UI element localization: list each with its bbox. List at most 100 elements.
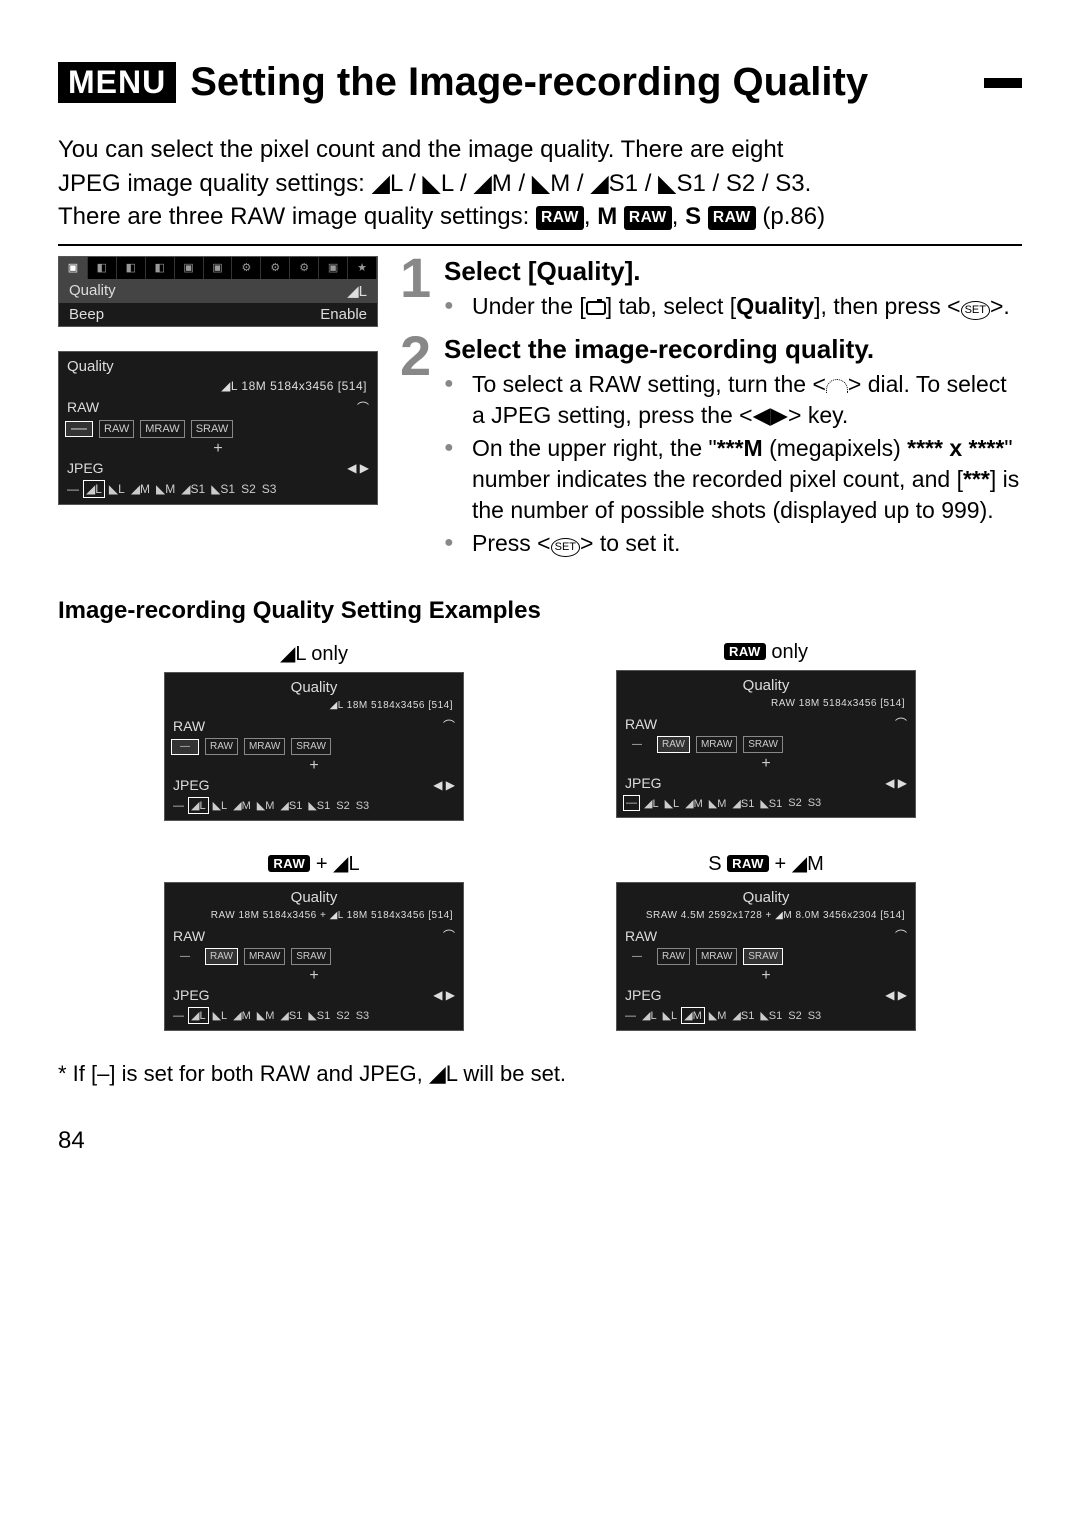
raw-option: MRAW: [140, 420, 184, 438]
raw-badge: RAW: [536, 206, 584, 230]
jpeg-option: ◢S1: [179, 481, 207, 497]
jpeg-option: S2: [334, 1009, 351, 1023]
qp-raw-label: RAW⌒: [623, 925, 909, 946]
jpeg-option: —: [623, 1009, 638, 1023]
jpeg-option: ◣L: [663, 796, 682, 811]
jpeg-option: ◢M: [681, 1007, 705, 1024]
menu-tab: ⚙: [290, 257, 319, 279]
qp-jpeg-label: JPEG◀ ▶: [65, 458, 371, 478]
qp-jpeg-label: JPEG◀ ▶: [623, 985, 909, 1005]
dial-arc-icon: ⌒: [895, 715, 907, 732]
jpeg-option: S2: [786, 1009, 803, 1023]
qp-title: Quality: [623, 887, 909, 910]
left-right-arrows-icon: ◀ ▶: [347, 461, 369, 475]
jpeg-option: ◣S1: [306, 798, 332, 813]
menu-tab: ★: [348, 257, 377, 279]
raw-option: RAW: [657, 736, 690, 753]
menu-row-label: Quality: [69, 282, 116, 300]
dial-arc-icon: ⌒: [357, 399, 369, 416]
set-icon: SET: [551, 538, 580, 557]
qp-jpeg-label: JPEG◀ ▶: [623, 773, 909, 793]
jpeg-option: ◢S1: [730, 1008, 756, 1023]
plus-icon: +: [623, 967, 909, 985]
jpeg-option: ◢S1: [730, 796, 756, 811]
step-bullet: On the upper right, the "***M (megapixel…: [444, 433, 1022, 526]
raw-option: MRAW: [244, 738, 285, 755]
menu-tab: ▣: [319, 257, 348, 279]
mraw-badge: RAW: [624, 206, 672, 230]
jpeg-option: S3: [354, 799, 371, 813]
page-title: Setting the Image-recording Quality: [190, 60, 970, 105]
footnote: * If [–] is set for both RAW and JPEG, ◢…: [58, 1061, 1022, 1087]
step-number: 2: [400, 334, 438, 561]
raw-option: SRAW: [291, 948, 331, 965]
menu-row-value: ◢L: [347, 282, 367, 300]
plus-icon: +: [171, 757, 457, 775]
jpeg-option: ◢L: [640, 1008, 659, 1023]
dial-icon: [826, 379, 848, 393]
raw-option: SRAW: [191, 420, 234, 438]
step-bullet: Press <SET> to set it.: [444, 528, 1022, 559]
step-number: 1: [400, 256, 438, 324]
qp-jpeg-row: —◢L◣L◢M◣M◢S1◣S1S2S3: [623, 1005, 909, 1024]
menu-tab: ▣: [59, 257, 88, 279]
sraw-badge: RAW: [708, 206, 756, 230]
jpeg-option: —: [65, 481, 81, 497]
menu-tab: ⚙: [261, 257, 290, 279]
jpeg-option: ◢M: [129, 481, 152, 497]
left-right-arrows-icon: ◀ ▶: [433, 778, 455, 792]
jpeg-option: ◣L: [661, 1008, 680, 1023]
menu-row-label: Beep: [69, 306, 104, 323]
quality-panel-example: Quality RAW 18M 5184x3456 [514] RAW⌒ —RA…: [616, 670, 916, 818]
example-caption: ◢L only: [148, 641, 480, 666]
jpeg-option: ◢M: [683, 796, 705, 811]
dial-arc-icon: ⌒: [895, 927, 907, 944]
jpeg-option: ◣M: [154, 481, 177, 497]
raw-badge-inline: RAW: [724, 643, 766, 660]
example-caption: S RAW + ◢M: [600, 851, 932, 876]
jpeg-option: —: [171, 799, 186, 813]
step: 1 Select [Quality]. Under the [] tab, se…: [400, 256, 1022, 324]
raw-option: —: [623, 738, 651, 752]
jpeg-option: S3: [806, 796, 823, 810]
example: RAW only Quality RAW 18M 5184x3456 [514]…: [600, 641, 932, 821]
jpeg-settings-list: ◢L / ◣L / ◢M / ◣M / ◢S1 / ◣S1 / S2 / S3.: [371, 170, 811, 197]
menu-tab: ▣: [204, 257, 233, 279]
intro-line1: You can select the pixel count and the i…: [58, 136, 783, 163]
plus-icon: +: [171, 967, 457, 985]
qp-jpeg-label: JPEG◀ ▶: [171, 985, 457, 1005]
jpeg-option: ◢M: [231, 1008, 253, 1023]
qp-status: RAW 18M 5184x3456 [514]: [623, 698, 909, 713]
jpeg-option: ◣M: [707, 796, 729, 811]
jpeg-option: S3: [806, 1009, 823, 1023]
qp-raw-label: RAW⌒: [171, 925, 457, 946]
qp-title: Quality: [623, 675, 909, 698]
example-caption: RAW + ◢L: [148, 851, 480, 876]
qp-jpeg-row: —◢L◣L◢M◣M◢S1◣S1S2S3: [171, 795, 457, 814]
qp-status: ◢L 18M 5184x3456 [514]: [65, 379, 371, 397]
dial-arc-icon: ⌒: [443, 717, 455, 734]
jpeg-option: ◢L: [83, 480, 105, 498]
qp-jpeg-row: —◢L◣L◢M◣M◢S1◣S1S2S3: [171, 1005, 457, 1024]
raw-option: MRAW: [244, 948, 285, 965]
menu-row-value: Enable: [320, 306, 367, 323]
jpeg-option: ◣S1: [209, 481, 237, 497]
qp-title: Quality: [171, 677, 457, 700]
raw-option: MRAW: [696, 736, 737, 753]
raw-option: —: [171, 739, 199, 755]
qp-jpeg-label: JPEG◀ ▶: [171, 775, 457, 795]
intro-line3-prefix: There are three RAW image quality settin…: [58, 203, 536, 230]
left-right-arrows-icon: ◀ ▶: [885, 988, 907, 1002]
jpeg-option: ◣S1: [758, 796, 784, 811]
raw-option: SRAW: [743, 948, 783, 965]
step-title: Select [Quality].: [444, 256, 1022, 287]
left-right-arrows-icon: ◀ ▶: [885, 776, 907, 790]
jpeg-option: ◣L: [211, 1008, 230, 1023]
jpeg-option: S2: [239, 481, 258, 497]
qp-title: Quality: [65, 356, 371, 379]
menu-badge: MENU: [58, 62, 176, 103]
qp-jpeg-row: —◢L◣L◢M◣M◢S1◣S1S2S3: [65, 478, 371, 498]
raw-badge-inline: RAW: [268, 855, 310, 872]
raw-option: RAW: [657, 948, 690, 965]
title-bar-icon: [984, 78, 1022, 88]
